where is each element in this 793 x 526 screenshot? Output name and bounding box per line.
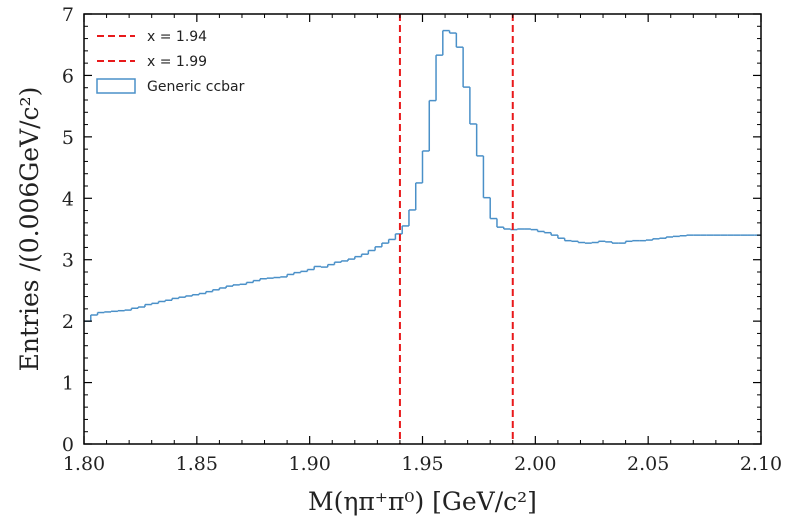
y-tick-label: 4: [62, 188, 74, 210]
y-tick-label: 2: [62, 311, 74, 333]
axes: 1.80 1.85 1.90 1.95 2.00 2.05 2.10 0 1 2 3 4 5 6 7: [62, 4, 782, 475]
y-tick-label: 7: [62, 4, 74, 26]
plot-area: [84, 29, 761, 322]
x-axis-label: M(ηπ⁺π⁰) [GeV/c²]: [308, 487, 537, 516]
legend: x = 1.94 x = 1.99 Generic ccbar: [96, 29, 245, 95]
vertical-lines: [398, 14, 514, 444]
y-tick-label: 5: [62, 127, 74, 149]
y-tick-label: 0: [62, 434, 74, 456]
x-tick-label: 1.80: [63, 453, 105, 475]
legend-box-swatch: [96, 78, 136, 94]
y-tick-label: 1: [62, 373, 74, 395]
x-tick-label: 1.85: [176, 453, 218, 475]
x-tick-label: 1.95: [401, 453, 443, 475]
legend-label: x = 1.94: [147, 29, 207, 45]
legend-label: Generic ccbar: [147, 79, 245, 95]
x-tick-label: 1.90: [289, 453, 331, 475]
y-axis-label: Entries /(0.006GeV/c²): [15, 87, 44, 372]
y-tick-label: 3: [62, 250, 74, 272]
y-tick-label: 6: [62, 65, 74, 87]
x-tick-label: 2.00: [514, 453, 556, 475]
x-tick-label: 2.10: [740, 453, 782, 475]
x-tick-label: 2.05: [627, 453, 669, 475]
legend-label: x = 1.99: [147, 54, 207, 70]
